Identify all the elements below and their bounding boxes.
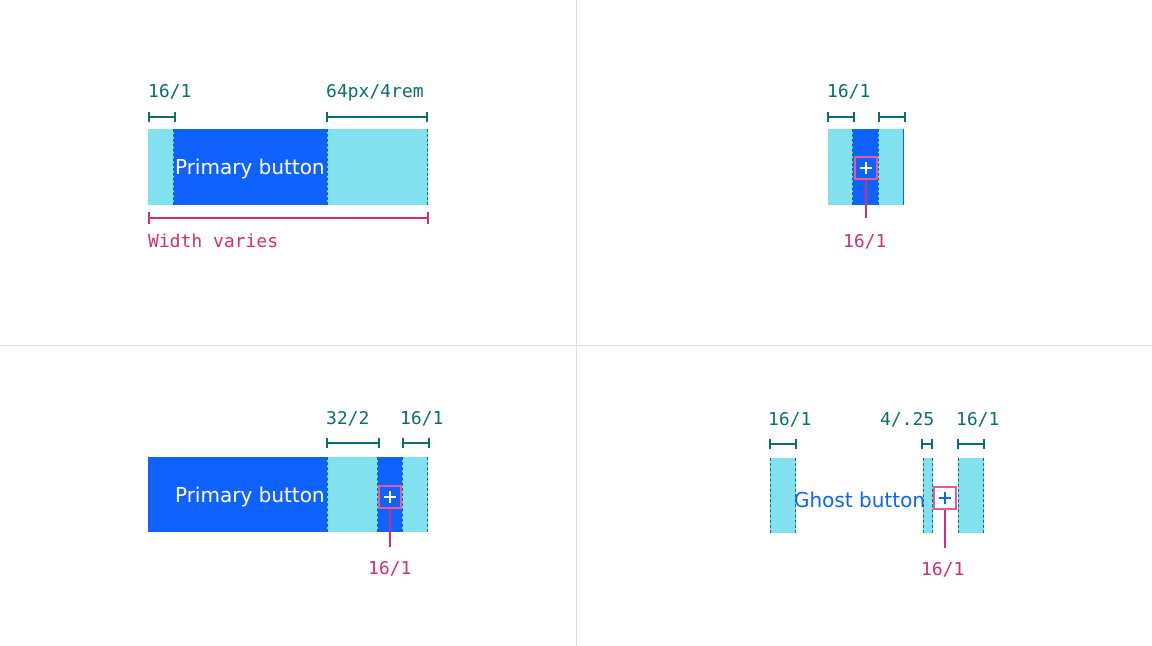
- width-measure: [148, 212, 429, 224]
- left-padding-measure: [769, 439, 797, 449]
- right-padding-label: 64px/4rem: [326, 81, 424, 102]
- primary-button-label: Primary button: [175, 155, 325, 179]
- left-padding-label: 16/1: [768, 409, 812, 430]
- ghost-button[interactable]: Ghost button: [794, 488, 925, 512]
- gap-measure: [326, 438, 380, 448]
- right-padding-label: 16/1: [956, 409, 1000, 430]
- right-padding-measure: [878, 112, 906, 122]
- primary-button-with-icon[interactable]: [148, 457, 428, 532]
- gap-zone: [327, 457, 378, 532]
- icon-leader-line: [389, 509, 391, 547]
- left-padding-zone: [148, 129, 174, 205]
- add-icon: [854, 156, 878, 180]
- icon-size-label: 16/1: [921, 559, 965, 580]
- gap-label: 32/2: [326, 408, 370, 429]
- left-padding-measure: [827, 112, 855, 122]
- icon-size-label: 16/1: [368, 558, 412, 579]
- padding-label: 16/1: [400, 408, 444, 429]
- primary-button-label: Primary button: [175, 483, 325, 507]
- gap-measure: [921, 439, 933, 449]
- gap-label: 4/.25: [880, 409, 935, 430]
- add-icon: [378, 485, 402, 509]
- add-icon: [933, 486, 957, 510]
- icon-leader-line: [865, 180, 867, 218]
- gap-zone: [923, 458, 933, 533]
- icon-size-label: 16/1: [843, 231, 887, 252]
- right-padding-measure: [326, 112, 428, 122]
- width-label: Width varies: [148, 231, 279, 252]
- right-padding-zone: [878, 129, 903, 205]
- right-padding-measure: [957, 439, 985, 449]
- right-padding-zone: [958, 458, 984, 533]
- left-padding-measure: [148, 112, 176, 122]
- padding-label: 16/1: [827, 81, 871, 102]
- vertical-divider: [576, 0, 577, 646]
- icon-leader-line: [944, 510, 946, 548]
- left-padding-zone: [828, 129, 853, 205]
- right-padding-zone: [402, 457, 428, 532]
- horizontal-divider: [0, 345, 1152, 346]
- left-padding-zone: [770, 458, 796, 533]
- right-padding-measure: [402, 438, 430, 448]
- right-padding-zone: [327, 129, 428, 205]
- left-padding-label: 16/1: [148, 81, 192, 102]
